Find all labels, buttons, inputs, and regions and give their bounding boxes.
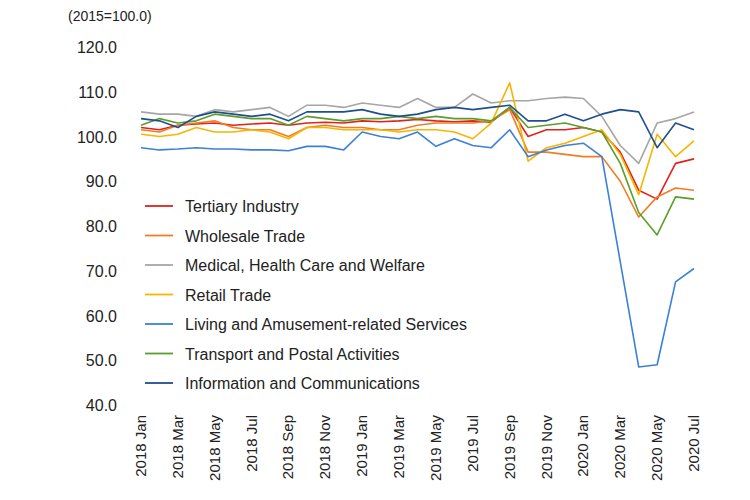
x-tick-label: 2020 May xyxy=(648,415,665,481)
y-tick-label: 80.0 xyxy=(86,218,117,235)
x-tick-label: 2018 Sep xyxy=(279,415,296,479)
chart: (2015=100.0) 40.0 50.0 60.0 70.0 80.0 90.0 100.… xyxy=(0,0,750,500)
y-tick-label: 90.0 xyxy=(86,173,117,190)
x-tick-label: 2020 Jul xyxy=(685,415,702,472)
y-tick-label: 60.0 xyxy=(86,308,117,325)
legend-swatch xyxy=(145,264,173,266)
legend-label: Wholesale Trade xyxy=(185,228,305,245)
lines xyxy=(141,83,694,367)
y-axis-label: (2015=100.0) xyxy=(68,8,152,24)
legend-label: Information and Communications xyxy=(185,375,420,392)
legend-label: Living and Amusement-related Services xyxy=(185,316,467,333)
series-line xyxy=(141,94,694,163)
series-line xyxy=(141,107,694,235)
legend-label: Tertiary Industry xyxy=(185,198,299,215)
x-tick-label: 2018 Nov xyxy=(316,415,333,480)
y-tick-label: 40.0 xyxy=(86,397,117,414)
legend-swatch xyxy=(145,294,173,296)
legend-label: Medical, Health Care and Welfare xyxy=(185,257,425,274)
series-line xyxy=(141,130,694,367)
x-tick-label: 2019 Jan xyxy=(353,415,370,477)
x-tick-label: 2020 Jan xyxy=(574,415,591,477)
y-tick-label: 120.0 xyxy=(77,39,117,56)
y-tick-label: 110.0 xyxy=(78,84,117,101)
y-tick-label: 50.0 xyxy=(86,352,117,369)
series-line xyxy=(141,107,694,199)
series-line xyxy=(141,110,694,217)
x-tick-label: 2020 Mar xyxy=(611,415,628,478)
series-line xyxy=(141,83,694,195)
x-tick-label: 2019 May xyxy=(427,415,444,481)
x-tick-label: 2018 Jan xyxy=(132,415,149,477)
y-tick-label: 100.0 xyxy=(77,129,117,146)
legend-label: Transport and Postal Activities xyxy=(185,346,400,363)
x-tick-label: 2019 Sep xyxy=(501,415,518,479)
legend-swatch xyxy=(145,235,173,237)
legend-swatch xyxy=(145,353,173,355)
series-line xyxy=(141,105,694,148)
legend-swatch xyxy=(145,205,173,207)
x-tick-label: 2019 Jul xyxy=(464,415,481,472)
legend-swatch xyxy=(145,382,173,384)
x-tick-label: 2019 Mar xyxy=(390,415,407,478)
x-tick-label: 2018 Jul xyxy=(243,415,260,472)
x-tick-label: 2018 May xyxy=(206,415,223,481)
legend: Tertiary Industry Wholesale Trade Medical,… xyxy=(145,198,467,392)
x-tick-label: 2019 Nov xyxy=(538,415,555,480)
legend-label: Retail Trade xyxy=(185,287,271,304)
x-tick-label: 2018 Mar xyxy=(169,415,186,478)
y-tick-label: 70.0 xyxy=(86,263,117,280)
legend-swatch xyxy=(145,323,173,325)
